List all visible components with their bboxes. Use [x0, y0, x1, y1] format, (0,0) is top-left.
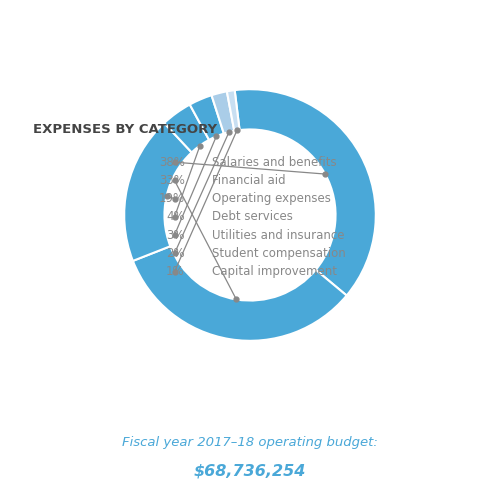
Text: Salaries and benefits: Salaries and benefits: [212, 156, 337, 168]
Wedge shape: [212, 92, 234, 134]
Text: 3%: 3%: [166, 228, 184, 241]
Text: Capital improvement: Capital improvement: [212, 265, 338, 278]
Text: Utilities and insurance: Utilities and insurance: [212, 228, 345, 241]
Text: 33%: 33%: [158, 174, 184, 187]
Text: 1%: 1%: [166, 265, 184, 278]
Text: 19%: 19%: [158, 192, 184, 205]
Text: Fiscal year 2017–18 operating budget:: Fiscal year 2017–18 operating budget:: [122, 436, 378, 449]
Text: Operating expenses: Operating expenses: [212, 192, 331, 205]
Text: 4%: 4%: [166, 210, 184, 224]
Wedge shape: [234, 89, 376, 296]
Text: 2%: 2%: [166, 247, 184, 260]
Wedge shape: [190, 95, 224, 140]
Wedge shape: [227, 90, 239, 131]
Wedge shape: [124, 123, 192, 261]
Text: EXPENSES BY CATEGORY: EXPENSES BY CATEGORY: [33, 122, 218, 136]
Text: Financial aid: Financial aid: [212, 174, 286, 187]
Text: $68,736,254: $68,736,254: [194, 464, 306, 478]
Wedge shape: [164, 104, 209, 152]
Wedge shape: [133, 246, 346, 341]
Text: 38%: 38%: [158, 156, 184, 168]
Text: Student compensation: Student compensation: [212, 247, 346, 260]
Text: Debt services: Debt services: [212, 210, 293, 224]
